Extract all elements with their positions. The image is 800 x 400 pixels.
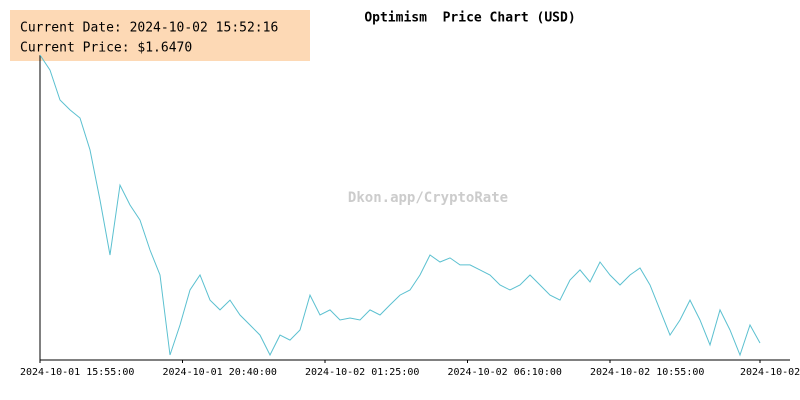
info-box	[10, 10, 310, 61]
watermark: Dkon.app/CryptoRate	[348, 190, 508, 206]
chart-title: Optimism Price Chart (USD)	[364, 11, 575, 26]
x-tick-label: 2024-10-02	[740, 367, 800, 378]
x-tick-label: 2024-10-02 06:10:00	[448, 367, 562, 378]
x-tick-label: 2024-10-02 01:25:00	[305, 367, 419, 378]
price-line	[39, 54, 761, 357]
x-tick-label: 2024-10-01 15:55:00	[20, 367, 134, 378]
x-tick-label: 2024-10-02 10:55:00	[590, 367, 704, 378]
current-date: Current Date: 2024-10-02 15:52:16	[20, 21, 278, 36]
x-tick-label: 2024-10-01 20:40:00	[163, 367, 277, 378]
current-price: Current Price: $1.6470	[20, 41, 192, 56]
